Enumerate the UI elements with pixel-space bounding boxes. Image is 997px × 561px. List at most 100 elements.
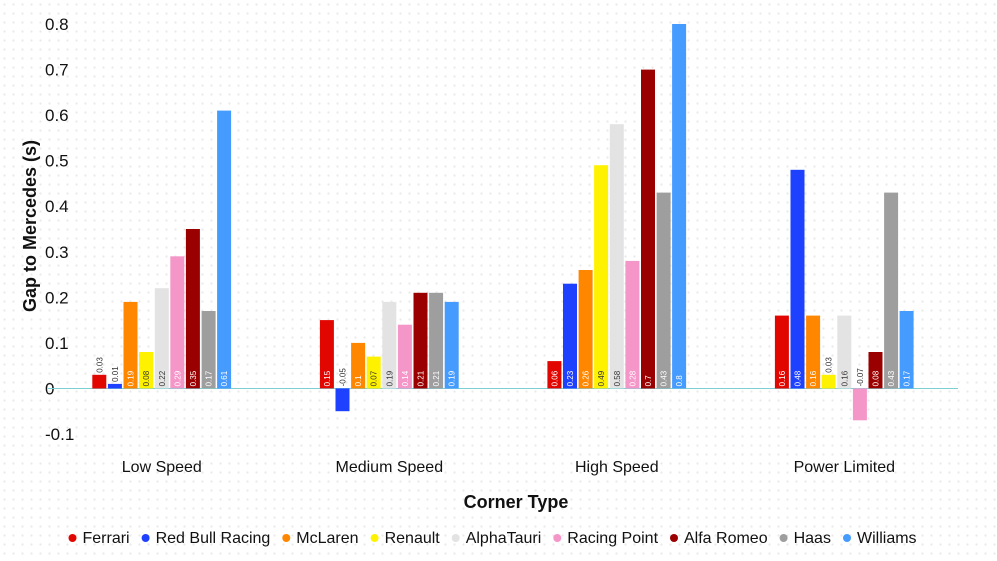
bar-data-label: 0.26 <box>582 370 591 386</box>
bar <box>154 288 169 389</box>
bar <box>397 324 412 389</box>
bar <box>899 311 914 389</box>
bar <box>92 374 107 389</box>
bar-data-label: 0.29 <box>173 370 182 386</box>
bar-data-label: 0.8 <box>675 375 684 387</box>
bar <box>625 260 640 389</box>
bar-data-label: 0.61 <box>220 370 229 386</box>
bar <box>806 315 821 389</box>
bar <box>123 301 138 389</box>
bar-data-label: 0.17 <box>205 370 214 386</box>
bar-data-label: 0.03 <box>825 357 834 373</box>
legend-marker <box>282 534 291 542</box>
bar <box>382 301 397 389</box>
bar-data-label: 0.58 <box>613 370 622 386</box>
legend-label: Alfa Romeo <box>684 530 768 547</box>
bar-data-labels: 0.03 0.01 0.19 0.08 0.22 0.29 0.35 0.17 0.61 0.15… <box>95 357 911 387</box>
y-tick-label: 0.6 <box>45 106 69 125</box>
bars <box>92 24 914 421</box>
bar <box>594 165 609 389</box>
y-axis-title: Gap to Mercedes (s) <box>20 140 40 312</box>
bar-data-label: 0.19 <box>385 370 394 386</box>
bar <box>868 352 883 389</box>
legend-label: AlphaTauri <box>466 530 542 547</box>
bar <box>351 342 366 389</box>
bar <box>672 24 687 389</box>
bar-data-label: 0.21 <box>432 370 441 386</box>
bar-data-label: 0.16 <box>809 370 818 386</box>
bar-data-label: 0.48 <box>794 370 803 386</box>
bar <box>578 270 593 389</box>
bar <box>641 69 655 389</box>
bar <box>170 256 185 389</box>
bar-data-label: 0.23 <box>566 370 575 386</box>
bar <box>201 311 216 389</box>
bar <box>444 301 459 389</box>
bar-data-label: 0.35 <box>189 370 198 386</box>
bar-data-label: 0.15 <box>323 370 332 386</box>
legend-marker <box>141 534 150 542</box>
y-tick-label: -0.1 <box>45 425 74 444</box>
x-tick-label: Power Limited <box>794 459 895 476</box>
bar <box>852 388 867 421</box>
bar-data-label: 0.19 <box>448 370 457 386</box>
bar-data-label: 0.08 <box>142 370 151 386</box>
bar-data-label: 0.01 <box>111 366 120 382</box>
bar <box>139 352 154 389</box>
bar-data-label: 0.43 <box>887 370 896 386</box>
legend: Ferrari Red Bull Racing McLaren Renault Alph… <box>68 530 917 547</box>
bar-data-label: 0.7 <box>644 375 653 387</box>
bar <box>185 229 200 389</box>
bar <box>837 315 852 389</box>
bar <box>335 388 350 412</box>
bar-data-label: 0.06 <box>550 370 559 386</box>
bar <box>429 292 444 389</box>
bar <box>656 192 671 389</box>
legend-marker <box>68 534 77 542</box>
bar <box>563 283 577 389</box>
y-tick-label: 0.1 <box>45 334 69 353</box>
legend-marker <box>843 534 851 542</box>
legend-label: McLaren <box>296 530 358 547</box>
bar <box>217 110 232 389</box>
bar-data-label: -0.05 <box>339 368 348 387</box>
legend-label: Haas <box>794 530 831 547</box>
bar-data-label: 0.07 <box>370 370 379 386</box>
legend-label: Williams <box>857 530 917 547</box>
bar-data-label: 0.08 <box>872 370 881 386</box>
bar <box>790 169 805 389</box>
legend-marker <box>670 534 678 542</box>
bar-data-label: 0.21 <box>417 370 426 386</box>
x-tick-label: Medium Speed <box>335 459 443 476</box>
bar <box>413 292 428 389</box>
legend-label: Racing Point <box>567 530 658 547</box>
legend-marker <box>370 534 379 542</box>
x-tick-label: Low Speed <box>122 459 202 476</box>
bar-data-label: 0.16 <box>778 370 787 386</box>
bar-data-label: 0.43 <box>660 370 669 386</box>
bar-data-label: 0.22 <box>158 370 167 386</box>
bar-data-label: 0.19 <box>127 370 136 386</box>
bar-data-label: -0.07 <box>856 368 865 387</box>
y-tick-label: 0.4 <box>45 197 69 216</box>
bar <box>319 320 334 389</box>
bar <box>774 315 789 389</box>
bar-data-label: 0.28 <box>628 370 637 386</box>
bar <box>884 192 899 389</box>
y-tick-label: 0.2 <box>45 288 69 307</box>
bar-data-label: 0.17 <box>903 370 912 386</box>
legend-marker <box>553 534 562 542</box>
bar-data-label: 0.49 <box>597 370 606 386</box>
bar <box>366 356 381 389</box>
x-tick-label: High Speed <box>575 459 659 476</box>
y-tick-label: 0.3 <box>45 243 69 262</box>
legend-label: Red Bull Racing <box>156 530 271 547</box>
bar-data-label: 0.03 <box>95 357 104 373</box>
legend-marker <box>779 534 788 542</box>
legend-label: Ferrari <box>83 530 130 547</box>
bar-data-label: 0.16 <box>840 370 849 386</box>
y-axis-ticks: -0.100.10.20.30.40.50.60.70.8 <box>45 15 74 444</box>
x-axis-title: Corner Type <box>464 492 569 512</box>
bar <box>609 124 624 389</box>
